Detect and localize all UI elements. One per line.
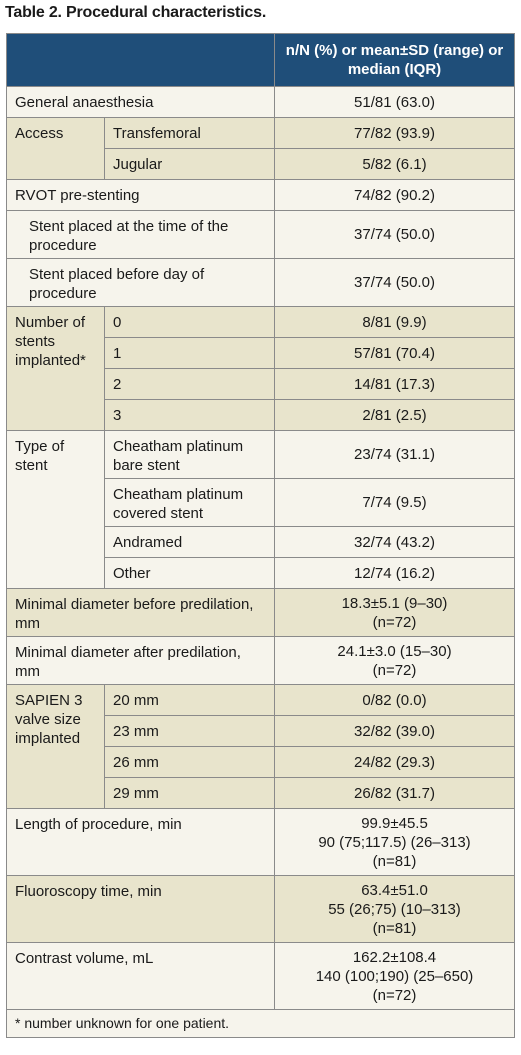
row-label: Stent placed before day of procedure [6,258,275,307]
value-line: 63.4±51.0 [361,881,428,899]
row-sublabel: 2 [104,368,275,400]
value-line: 24.1±3.0 (15–30) [337,642,452,660]
row-sublabel: 29 mm [104,777,275,809]
row-value: 51/81 (63.0) [274,86,515,118]
table-row: Stent placed before day of procedure 37/… [6,258,515,307]
value-line: 18.3±5.1 (9–30) [341,594,448,612]
table-row: Length of procedure, min 99.9±45.5 90 (7… [6,808,515,876]
table-row: SAPIEN 3 valve size implanted 20 mm 0/82… [6,684,515,809]
table-row: General anaesthesia 51/81 (63.0) [6,86,515,118]
row-sublabel: 0 [104,306,275,338]
value-line: (n=72) [372,986,417,1004]
row-value: 18.3±5.1 (9–30) (n=72) [274,588,515,637]
row-value: 32/82 (39.0) [274,715,515,747]
row-label: Fluoroscopy time, min [6,875,275,943]
table-caption: Table 2. Procedural characteristics. [5,4,267,21]
row-value: 74/82 (90.2) [274,179,515,211]
row-value: 2/81 (2.5) [274,399,515,431]
row-value: 7/74 (9.5) [274,478,515,527]
row-value: 32/74 (43.2) [274,526,515,558]
group-label-stent-type: Type of stent [6,430,105,589]
row-label: Minimal diameter before predilation, mm [6,588,275,637]
row-label: Length of procedure, min [6,808,275,876]
row-value: 162.2±108.4 140 (100;190) (25–650) (n=72… [274,942,515,1010]
value-line: 99.9±45.5 [361,814,428,832]
row-value: 14/81 (17.3) [274,368,515,400]
row-value: 24/82 (29.3) [274,746,515,778]
table-row: Type of stent Cheatham platinum bare ste… [6,430,515,589]
procedural-characteristics-table: n/N (%) or mean±SD (range) or median (IQ… [6,33,515,1038]
row-sublabel: 26 mm [104,746,275,778]
table-row: Minimal diameter after predilation, mm 2… [6,636,515,685]
row-label: Contrast volume, mL [6,942,275,1010]
value-line: 55 (26;75) (10–313) [328,900,461,918]
row-label: General anaesthesia [6,86,275,118]
row-sublabel: 20 mm [104,684,275,716]
value-line: 162.2±108.4 [352,948,437,966]
table-row: Number of stents implanted* 0 8/81 (9.9) [6,306,515,431]
row-value: 26/82 (31.7) [274,777,515,809]
footnote: * number unknown for one patient. [6,1009,515,1038]
row-value: 0/82 (0.0) [274,684,515,716]
row-value: 37/74 (50.0) [274,258,515,307]
row-value: 8/81 (9.9) [274,306,515,338]
footnote-row: * number unknown for one patient. [6,1009,515,1038]
row-value: 63.4±51.0 55 (26;75) (10–313) (n=81) [274,875,515,943]
row-label: RVOT pre-stenting [6,179,275,211]
row-sublabel: 23 mm [104,715,275,747]
row-sublabel: Cheatham platinum bare stent [104,430,275,479]
value-line: (n=81) [372,919,417,937]
row-value: 5/82 (6.1) [274,148,515,180]
row-value: 99.9±45.5 90 (75;117.5) (26–313) (n=81) [274,808,515,876]
header-corner [6,33,275,87]
table-row: RVOT pre-stenting 74/82 (90.2) [6,179,515,211]
row-sublabel: Other [104,557,275,589]
value-line: 90 (75;117.5) (26–313) [318,833,471,851]
row-value: 37/74 (50.0) [274,210,515,259]
row-value: 57/81 (70.4) [274,337,515,369]
row-label: Minimal diameter after predilation, mm [6,636,275,685]
group-label-valve-size: SAPIEN 3 valve size implanted [6,684,105,809]
row-value: 24.1±3.0 (15–30) (n=72) [274,636,515,685]
row-sublabel: 1 [104,337,275,369]
value-line: 140 (100;190) (25–650) [315,967,474,985]
table-row: Stent placed at the time of the procedur… [6,210,515,259]
table-row: Minimal diameter before predilation, mm … [6,588,515,637]
value-line: (n=72) [372,661,417,679]
table-row: Access Transfemoral 77/82 (93.9) [6,117,515,180]
row-label: Stent placed at the time of the procedur… [6,210,275,259]
row-sublabel: Andramed [104,526,275,558]
row-value: 23/74 (31.1) [274,430,515,479]
value-line: (n=81) [372,852,417,870]
row-sublabel: Cheatham platinum covered stent [104,478,275,527]
row-sublabel: Jugular [104,148,275,180]
row-value: 12/74 (16.2) [274,557,515,589]
table-row: Fluoroscopy time, min 63.4±51.0 55 (26;7… [6,875,515,943]
header-row: n/N (%) or mean±SD (range) or median (IQ… [6,33,515,87]
group-label-num-stents: Number of stents implanted* [6,306,105,431]
group-label-access: Access [6,117,105,180]
table-row: Contrast volume, mL 162.2±108.4 140 (100… [6,942,515,1010]
header-stat: n/N (%) or mean±SD (range) or median (IQ… [274,33,515,87]
row-sublabel: Transfemoral [104,117,275,149]
table-row: 1 57/81 (70.4) [6,337,515,369]
row-sublabel: 3 [104,399,275,431]
row-value: 77/82 (93.9) [274,117,515,149]
value-line: (n=72) [372,613,417,631]
table-row: Jugular 5/82 (6.1) [6,148,515,180]
